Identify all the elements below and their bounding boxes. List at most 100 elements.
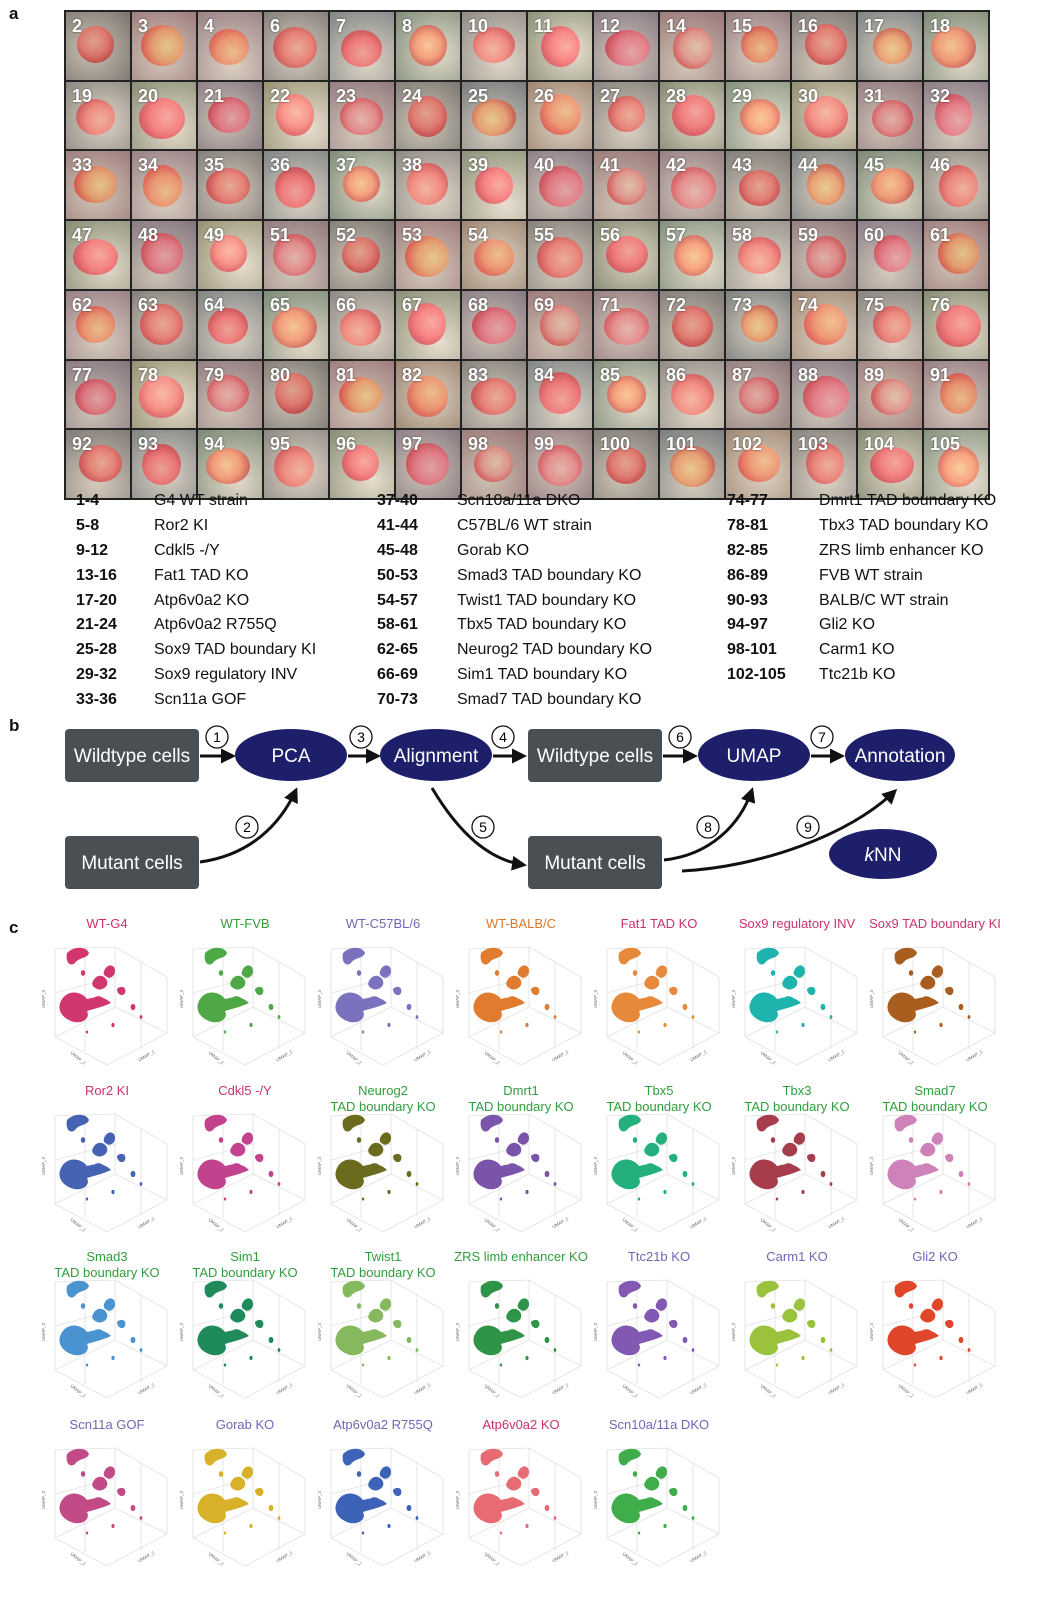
embryo-shape (74, 378, 116, 416)
embryo-photo: 94 (198, 430, 262, 498)
embryo-number: 55 (534, 225, 555, 246)
embryo-shape (804, 304, 848, 346)
legend-range: 21-24 (76, 616, 117, 634)
umap-small-cluster (130, 1003, 136, 1011)
legend-label: Fat1 TAD KO (154, 566, 249, 584)
embryo-photo: 93 (132, 430, 196, 498)
umap-axis-label: UMAP_3 (317, 1157, 322, 1176)
embryo-shape (74, 166, 117, 203)
umap-cluster (920, 975, 936, 990)
umap-cluster (255, 1487, 264, 1497)
wildtype-cells-label-2: Wildtype cells (537, 746, 653, 767)
umap-title: Tbx3 (782, 1083, 812, 1098)
umap-small-cluster (663, 1189, 667, 1195)
umap-plot: Atp6v0a2 R755Q UMAP_3 UMAP_2 UMAP_1 (313, 1416, 453, 1581)
umap-small-cluster (691, 1348, 695, 1352)
umap-title: WT-BALB/C (485, 916, 557, 931)
embryo-photo: 10 (462, 12, 526, 80)
umap-title: ZRS limb enhancer KO (454, 1249, 588, 1264)
umap-grid-line (244, 1032, 306, 1066)
mutant-cells-label-2: Mutant cells (544, 853, 645, 874)
embryo-shape (608, 95, 646, 133)
umap-cluster (95, 1497, 104, 1503)
embryo-number: 46 (930, 155, 951, 176)
embryo-shape (75, 98, 116, 136)
umap-plot: WT-BALB/C UMAP_3 UMAP_2 UMAP_1 (451, 915, 591, 1080)
umap-axis-label: UMAP_3 (179, 990, 184, 1009)
embryo-photo: 8 (396, 12, 460, 80)
umap-cluster (756, 1280, 779, 1298)
umap-axis-label: UMAP_3 (869, 990, 874, 1009)
umap-grid-line (468, 1203, 522, 1233)
legend-row: 29-32 Sox9 regulatory INV (76, 663, 316, 688)
embryo-shape (275, 94, 314, 136)
embryo-shape (273, 234, 317, 276)
embryo-number: 80 (270, 364, 291, 385)
umap-title: Ttc21b KO (627, 1249, 691, 1264)
legend-range: 90-93 (727, 591, 768, 609)
umap-grid-line (382, 1365, 444, 1399)
umap-cluster (480, 1114, 503, 1132)
umap-small-cluster (829, 1182, 833, 1186)
legend-column-1: 1-4 G4 WT strain 5-8 Ror2 KI 9-12 Cdkl5 -/Y 13… (76, 489, 316, 712)
embryo-photo: 59 (792, 221, 856, 289)
umap-cluster (66, 1114, 89, 1132)
umap-plot: Carm1 KO UMAP_3 UMAP_2 UMAP_1 (727, 1248, 867, 1413)
step-number: 2 (243, 819, 251, 835)
pca-node: PCA (235, 729, 347, 781)
umap-cluster (92, 1476, 108, 1491)
embryo-shape (537, 237, 583, 279)
embryo-number: 45 (864, 155, 885, 176)
umap-small-cluster (277, 1182, 281, 1186)
legend-row: 1-4 G4 WT strain (76, 489, 316, 514)
arrow-8 (663, 787, 756, 862)
embryo-photo: 81 (330, 360, 394, 429)
umap-small-cluster (632, 970, 638, 976)
embryo-photo: 58 (726, 221, 790, 289)
umap-cluster (618, 1280, 641, 1298)
umap-small-cluster (494, 1303, 500, 1309)
embryo-photo: 47 (66, 221, 130, 289)
embryo-number: 78 (138, 364, 159, 385)
embryo-number: 82 (402, 364, 423, 385)
umap-small-cluster (553, 1015, 557, 1019)
umap-grid-line (54, 1203, 108, 1233)
embryo-photo: 89 (858, 360, 922, 429)
embryo-photo: 49 (198, 221, 262, 289)
umap-axis-label: UMAP_3 (41, 1157, 46, 1176)
umap-plot: Neurog2 TAD boundary KO UMAP_3 UMAP_2 UMAP_1 (313, 1082, 453, 1247)
embryo-shape (76, 306, 115, 343)
embryo-shape (408, 303, 447, 345)
embryo-shape (140, 25, 184, 67)
embryo-number: 81 (336, 364, 357, 385)
embryo-number: 16 (798, 16, 819, 36)
knn-node: kNN (829, 829, 937, 879)
legend-label: BALB/C WT strain (819, 591, 949, 609)
embryo-number: 77 (72, 364, 93, 385)
legend-range: 66-69 (377, 665, 418, 683)
embryo-photo: 34 (132, 151, 196, 220)
umap-small-cluster (415, 1348, 419, 1352)
umap-cluster (233, 1329, 242, 1335)
embryo-number: 96 (336, 434, 357, 455)
umap-axis-label: UMAP_3 (41, 1491, 46, 1510)
umap-small-cluster (958, 1336, 964, 1344)
umap-small-cluster (130, 1336, 136, 1344)
umap-cluster (531, 1153, 540, 1163)
umap-cluster (945, 1153, 954, 1163)
embryo-photo: 42 (660, 151, 724, 220)
embryo-photo: 92 (66, 430, 130, 498)
umap-cluster (644, 1142, 660, 1157)
umap-small-cluster (913, 1030, 917, 1034)
embryo-shape (208, 307, 248, 345)
umap-cluster (517, 1132, 529, 1145)
embryo-shape (274, 166, 315, 208)
embryo-shape (141, 232, 183, 275)
umap-small-cluster (967, 1182, 971, 1186)
legend-range: 70-73 (377, 690, 418, 708)
embryo-number: 40 (534, 155, 555, 176)
